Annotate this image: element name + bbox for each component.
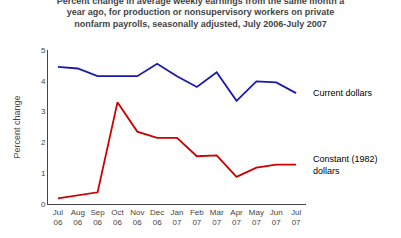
svg-text:Feb07: Feb07 <box>190 208 204 227</box>
svg-text:May07: May07 <box>249 208 264 227</box>
svg-text:Nov06: Nov06 <box>130 208 144 227</box>
svg-text:Sep06: Sep06 <box>91 208 106 227</box>
svg-text:Constant (1982)dollars: Constant (1982)dollars <box>313 154 378 176</box>
svg-text:Jan07: Jan07 <box>171 208 184 227</box>
svg-text:Current dollars: Current dollars <box>313 88 373 98</box>
svg-text:5: 5 <box>41 46 46 55</box>
svg-text:Percent change: Percent change <box>12 95 22 158</box>
svg-text:Aug06: Aug06 <box>71 208 85 227</box>
svg-text:Mar07: Mar07 <box>210 208 224 227</box>
svg-text:Oct06: Oct06 <box>111 208 124 227</box>
svg-text:Percent change in average week: Percent change in average weekly earning… <box>57 0 346 29</box>
svg-text:Dec06: Dec06 <box>150 208 164 227</box>
svg-text:Jun07: Jun07 <box>270 208 283 227</box>
svg-text:2: 2 <box>41 138 46 147</box>
svg-text:1: 1 <box>41 169 46 178</box>
svg-text:Jul06: Jul06 <box>53 208 63 227</box>
svg-text:Jul07: Jul07 <box>291 208 301 227</box>
svg-text:0: 0 <box>41 200 46 209</box>
svg-text:4: 4 <box>41 77 46 86</box>
svg-text:Apr07: Apr07 <box>230 208 243 227</box>
svg-text:3: 3 <box>41 107 46 116</box>
